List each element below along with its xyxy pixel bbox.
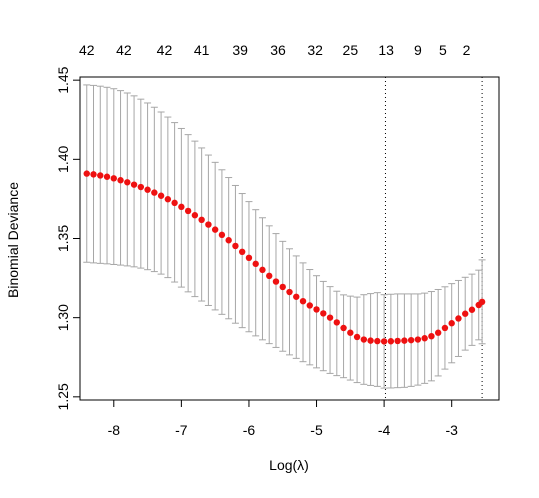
data-point [293,293,300,300]
data-point [353,333,361,341]
data-point [360,336,368,343]
top-count-label: 39 [232,42,248,58]
data-point [272,278,280,285]
data-point [320,310,327,317]
data-point [387,338,395,345]
data-point [130,181,138,188]
y-tick-label: 1.40 [55,145,71,172]
data-point [238,248,246,255]
data-point [367,337,374,344]
top-count-label: 42 [116,42,132,58]
data-point [266,272,273,280]
data-point [462,310,469,317]
data-point [374,337,381,345]
data-point [455,315,462,322]
top-count-label: 9 [414,42,422,58]
data-point [421,335,428,342]
y-tick-label: 1.45 [55,66,71,93]
top-count-label: 25 [343,42,359,58]
data-point [205,221,212,228]
data-point [286,288,293,296]
x-tick-label: -3 [445,422,458,438]
top-axis-counts: 42 42 42 41 39 36 32 25 13 9 5 2 [79,42,471,58]
x-tick-label: -5 [310,422,323,438]
data-point [245,254,253,262]
y-tick-label: 1.25 [55,383,71,410]
data-point [110,175,117,182]
data-point [478,298,486,306]
data-point [218,231,226,239]
data-point [347,329,354,336]
data-point [401,337,408,344]
data-point [448,320,455,327]
data-point [434,329,442,336]
data-point [428,332,435,340]
data-points [83,170,486,345]
data-point [441,324,449,332]
data-point [313,306,320,313]
data-point [414,336,422,343]
data-point [103,173,111,180]
x-tick-label: -8 [108,422,121,438]
data-point [90,171,97,178]
data-point [97,172,104,179]
y-tick-label: 1.35 [55,225,71,252]
data-point [117,177,124,184]
data-point [407,336,415,344]
data-point [178,203,185,211]
top-count-label: 42 [157,42,173,58]
data-point [191,212,199,219]
data-point [252,260,259,268]
data-point [333,319,341,326]
top-count-label: 41 [194,42,210,58]
data-point [340,324,347,332]
data-point [299,298,307,305]
data-point [279,283,286,291]
top-count-label: 13 [378,42,394,58]
x-axis: -8 -7 -6 -5 -4 -3 [108,399,458,438]
reference-lines [384,77,483,400]
data-point [326,314,334,321]
data-point [380,338,388,345]
data-point [259,266,266,274]
top-count-label: 2 [463,42,471,58]
x-axis-title: Log(λ) [269,457,309,473]
data-point [151,189,158,196]
top-count-label: 36 [270,42,286,58]
data-point [83,170,90,177]
data-point [211,226,219,233]
data-point [137,183,145,191]
error-bars [83,84,486,389]
x-tick-label: -7 [175,422,188,438]
data-point [164,196,172,203]
data-point [157,192,165,199]
data-point [124,179,131,186]
data-point [198,216,205,224]
data-point [306,302,313,309]
y-axis: 1.25 1.30 1.35 1.40 1.45 [55,66,81,410]
data-point [184,207,192,215]
y-axis-title: Binomial Deviance [5,182,21,298]
data-point [144,186,151,193]
y-tick-label: 1.30 [55,304,71,331]
x-tick-label: -4 [378,422,391,438]
data-point [225,237,232,244]
top-count-label: 32 [307,42,323,58]
data-point [394,337,401,345]
x-tick-label: -6 [243,422,256,438]
top-count-label: 42 [79,42,95,58]
data-point [171,199,178,207]
data-point [232,242,239,250]
top-count-label: 5 [439,42,447,58]
data-point [468,306,476,313]
